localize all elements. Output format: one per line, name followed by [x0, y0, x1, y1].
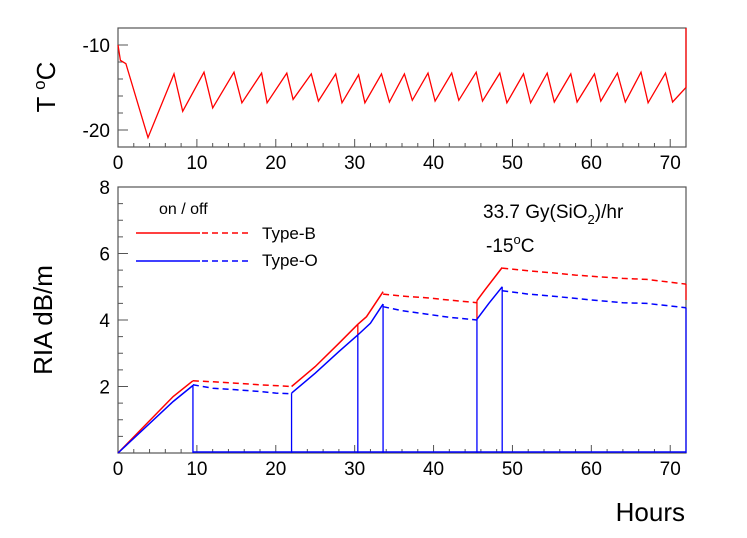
type-b-on-line [291, 291, 384, 388]
x-tick-label: 70 [660, 459, 681, 480]
temperature-ticks: 0 10 20 30 40 50 60 70 -10 -20 [83, 27, 687, 174]
type-b-on-line [476, 267, 503, 302]
x-tick-label: 20 [265, 153, 286, 174]
temperature-series [117, 28, 687, 140]
type-o-on-line [117, 384, 194, 454]
temperature-y-label: T oC [30, 62, 61, 113]
x-tick-label: 30 [344, 459, 365, 480]
type-o-off-line [502, 289, 687, 309]
x-tick-label: 10 [186, 459, 207, 480]
legend-type-o: Type-O [262, 251, 318, 270]
ria-series [117, 267, 687, 454]
x-tick-label: 0 [113, 459, 124, 480]
y-tick-label: 8 [99, 178, 110, 199]
type-o-on-line [476, 286, 503, 320]
type-o-off-line [192, 384, 292, 395]
x-tick-label: 50 [502, 459, 523, 480]
x-axis-label: Hours [616, 497, 685, 527]
x-tick-label: 50 [502, 153, 523, 174]
x-tick-label: 0 [113, 153, 124, 174]
ria-ticks: 0 10 20 30 40 50 60 70 2 4 6 8 [99, 178, 687, 480]
x-tick-label: 60 [581, 459, 602, 480]
dose-rate-annotation: 33.7 Gy(SiO2)/hr [483, 202, 624, 227]
x-tick-label: 40 [423, 153, 444, 174]
ria-plot-frame [117, 186, 687, 454]
temperature-line [117, 28, 687, 140]
legend-type-b: Type-B [262, 224, 316, 243]
legend-header: on / off [159, 201, 208, 218]
type-o-on-line [291, 303, 384, 394]
type-o-off-line [382, 305, 477, 321]
x-tick-label: 40 [423, 459, 444, 480]
ria-panel: 0 10 20 30 40 50 60 70 2 4 6 8 RIA dB/m Hours on / … [28, 178, 687, 527]
type-b-off-line [383, 293, 477, 304]
x-tick-label: 10 [186, 153, 207, 174]
ria-y-label: RIA dB/m [28, 265, 58, 375]
x-tick-label: 70 [660, 153, 681, 174]
y-tick-label: -20 [83, 121, 110, 142]
type-b-on-line [117, 380, 194, 454]
temperature-annotation: -15oC [486, 232, 534, 257]
x-tick-label: 30 [344, 153, 365, 174]
y-tick-label: -10 [83, 36, 110, 57]
x-tick-label: 20 [265, 459, 286, 480]
temperature-panel: 0 10 20 30 40 50 60 70 -10 -20 T oC [30, 27, 687, 174]
legend: on / off Type-B Type-O [136, 201, 318, 270]
y-tick-label: 4 [99, 311, 110, 332]
y-tick-label: 6 [99, 245, 110, 266]
x-tick-label: 60 [581, 153, 602, 174]
type-b-off-line [502, 267, 687, 285]
y-tick-label: 2 [99, 378, 110, 399]
temperature-plot-frame [117, 27, 687, 148]
type-b-off-line [192, 380, 292, 388]
